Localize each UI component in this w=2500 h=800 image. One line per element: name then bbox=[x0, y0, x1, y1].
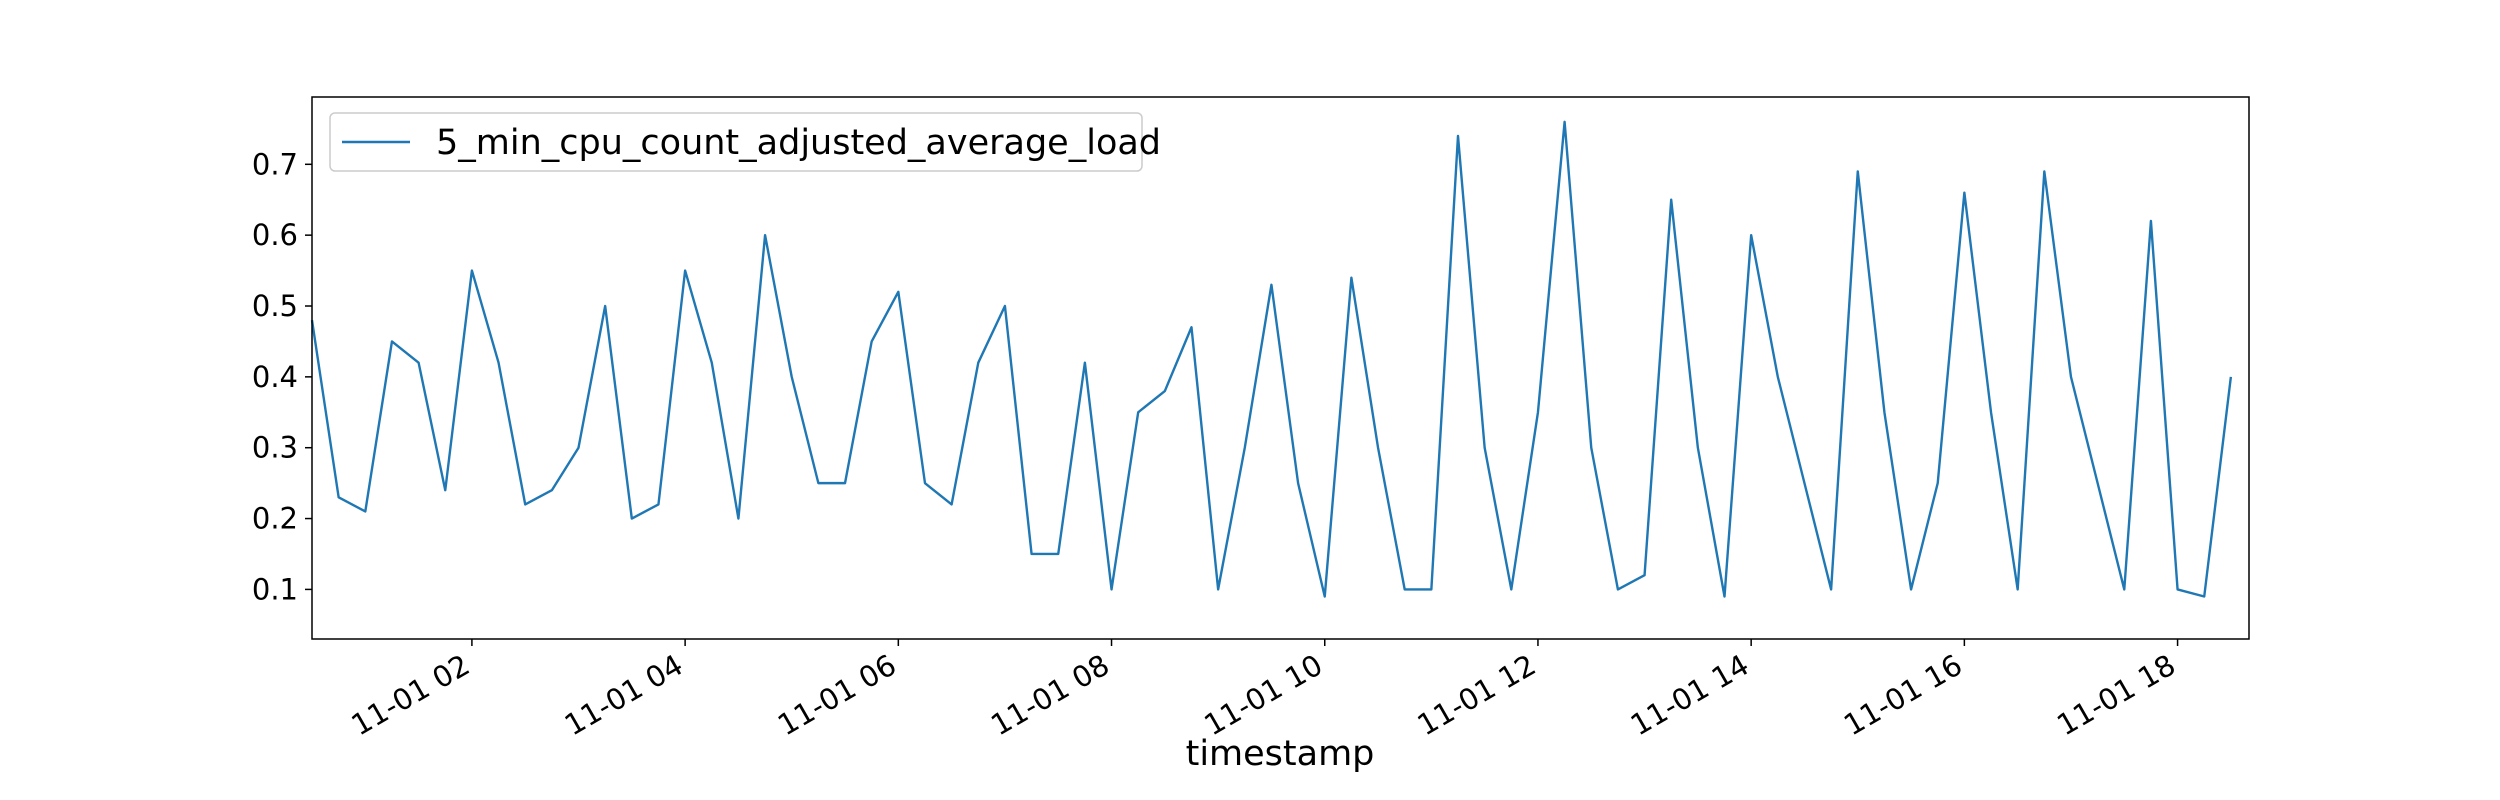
x-tick-label: 11-01 06 bbox=[772, 648, 902, 743]
y-tick-label: 0.4 bbox=[252, 360, 298, 394]
x-tick-label: 11-01 10 bbox=[1198, 648, 1328, 743]
y-tick-label: 0.3 bbox=[252, 431, 298, 465]
x-tick-label: 11-01 14 bbox=[1625, 648, 1755, 743]
x-tick-label: 11-01 16 bbox=[1838, 648, 1968, 743]
x-tick-label: 11-01 02 bbox=[345, 648, 475, 743]
legend-label: 5_min_cpu_count_adjusted_average_load bbox=[436, 123, 1161, 163]
y-tick-label: 0.7 bbox=[252, 147, 298, 181]
data-line bbox=[310, 120, 2233, 598]
y-tick-label: 0.6 bbox=[252, 218, 298, 252]
x-tick-label: 11-01 08 bbox=[985, 648, 1115, 743]
x-tick-label: 11-01 04 bbox=[559, 648, 689, 743]
legend-box bbox=[329, 112, 1143, 172]
x-tick-label: 11-01 18 bbox=[2051, 648, 2181, 743]
y-tick-label: 0.1 bbox=[252, 572, 298, 606]
x-tick-label: 11-01 12 bbox=[1412, 648, 1542, 743]
y-tick-label: 0.5 bbox=[252, 289, 298, 323]
y-tick-label: 0.2 bbox=[252, 502, 298, 536]
plot-frame bbox=[311, 96, 2250, 640]
x-axis-label: timestamp bbox=[1186, 734, 1375, 774]
